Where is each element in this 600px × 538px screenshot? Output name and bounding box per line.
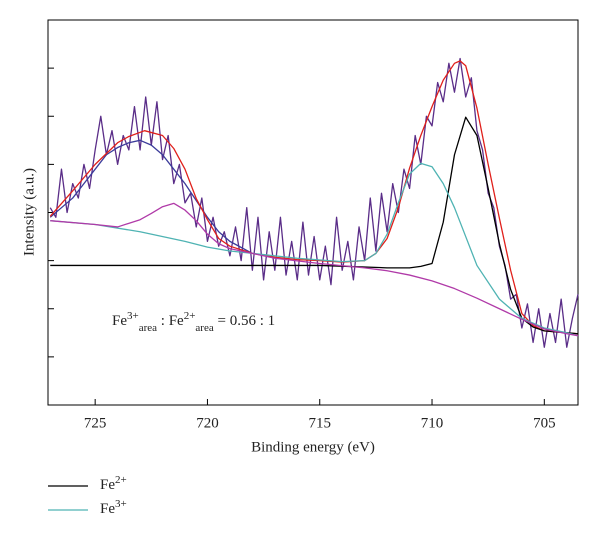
annotation-part: : Fe bbox=[157, 313, 184, 329]
legend-label-part: Fe bbox=[100, 477, 115, 493]
annotation-part: = 0.56 : 1 bbox=[214, 313, 275, 329]
annotation-part: area bbox=[139, 322, 157, 334]
annotation-part: area bbox=[195, 322, 213, 334]
legend-label-part: 3+ bbox=[115, 498, 127, 510]
series-line bbox=[49, 139, 253, 254]
x-tick-label: 715 bbox=[308, 415, 331, 431]
x-axis-label: Binding energy (eV) bbox=[251, 439, 375, 455]
y-axis-label: Intensity (a.u.) bbox=[21, 168, 37, 256]
legend-label-part: Fe bbox=[100, 501, 115, 517]
x-tick-label: 710 bbox=[421, 415, 444, 431]
annotation-part: Fe bbox=[112, 313, 127, 329]
series-line bbox=[49, 57, 579, 348]
x-tick-label: 720 bbox=[196, 415, 219, 431]
x-tick-label: 705 bbox=[533, 415, 556, 431]
x-tick-label: 725 bbox=[84, 415, 107, 431]
series-line bbox=[50, 202, 579, 337]
legend-label: Fe3+ bbox=[100, 498, 127, 518]
series-line bbox=[50, 162, 579, 337]
series-line bbox=[49, 60, 579, 335]
annotation-part: 3+ bbox=[127, 310, 139, 322]
legend-label: Fe2+ bbox=[100, 474, 127, 494]
legend-label-part: 2+ bbox=[115, 474, 127, 486]
series-line bbox=[50, 116, 579, 335]
annotation-part: 2+ bbox=[184, 310, 196, 322]
annotation: Fe3+area : Fe2+area = 0.56 : 1 bbox=[112, 310, 275, 334]
